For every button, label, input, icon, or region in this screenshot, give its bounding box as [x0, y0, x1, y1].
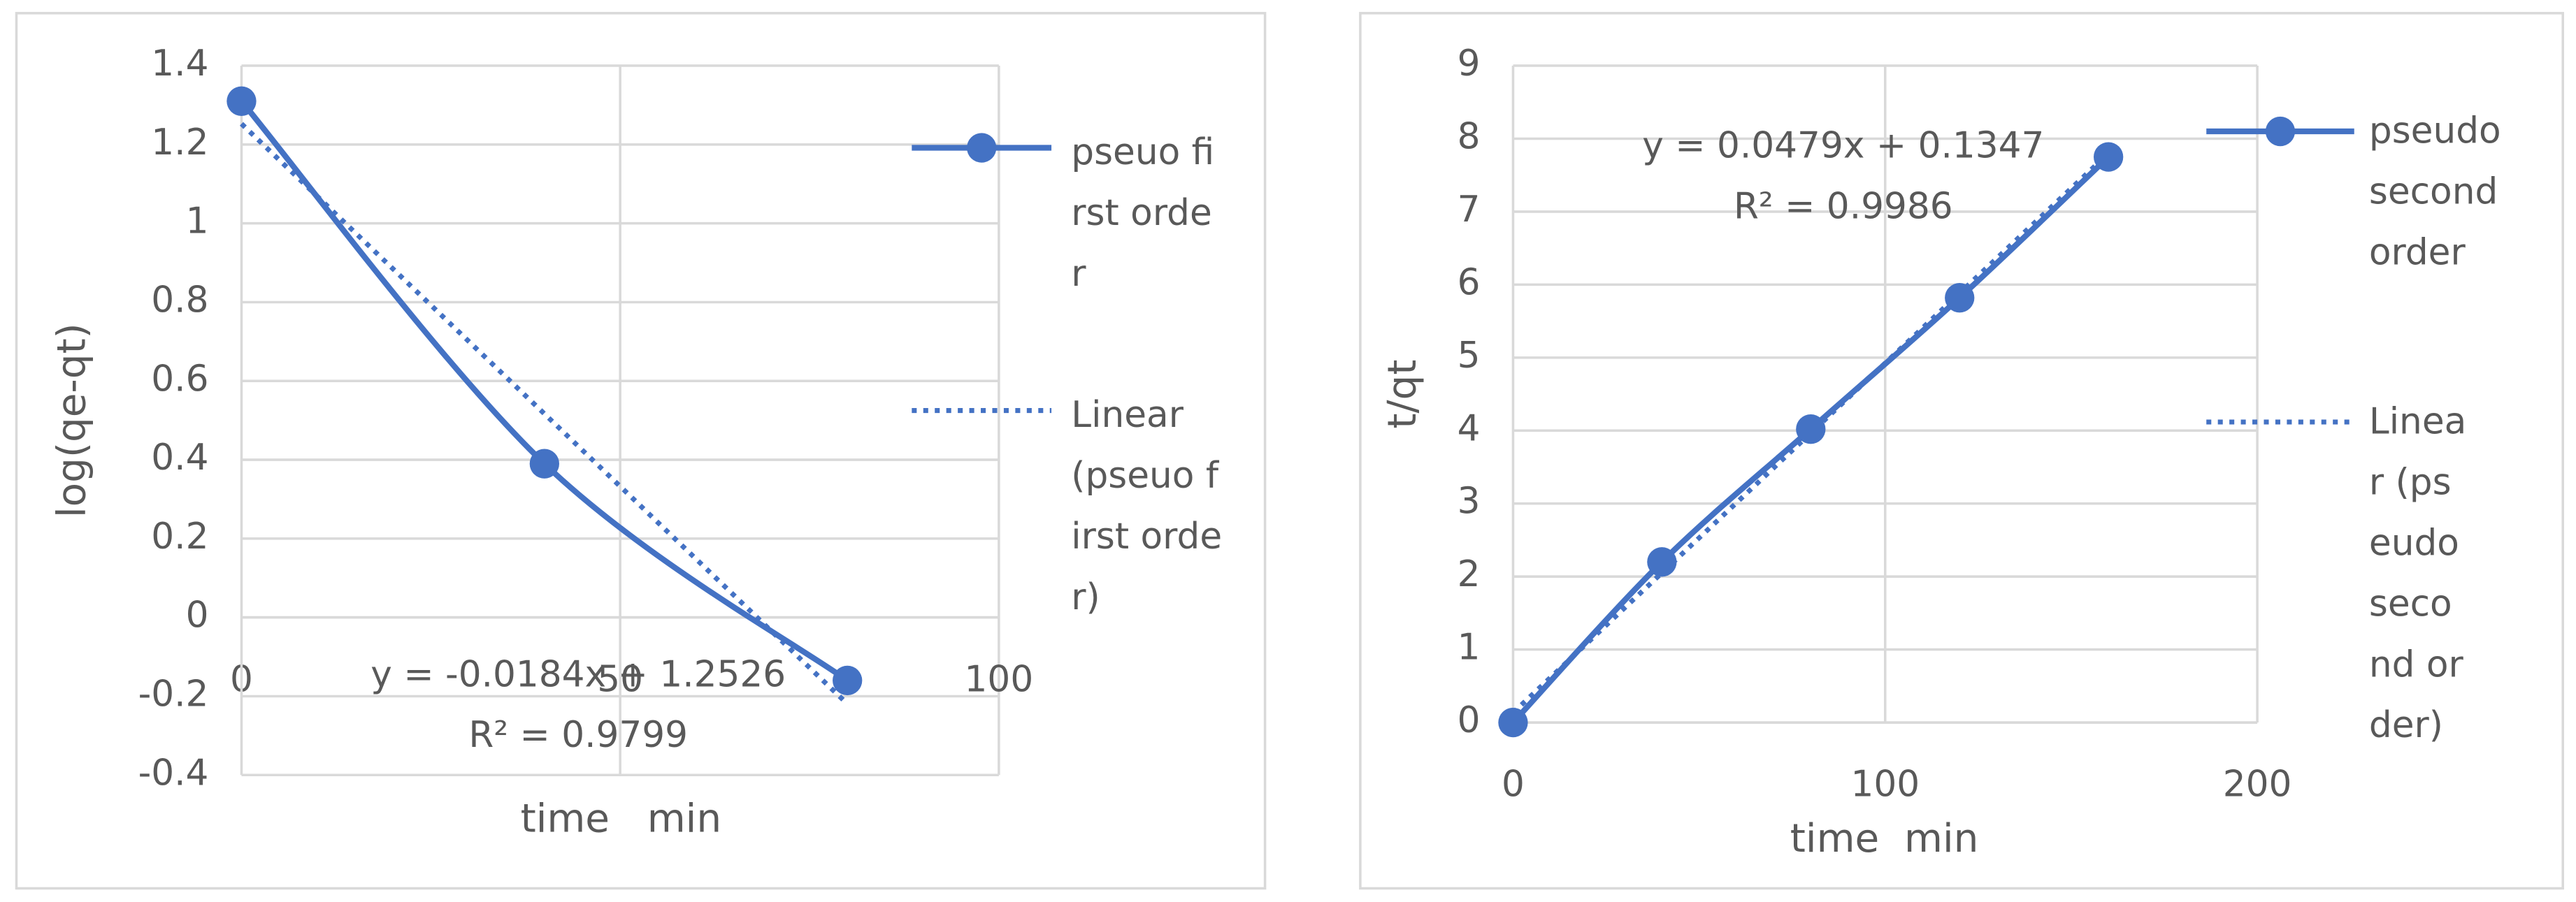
x-tick-label: 100 [1850, 764, 1920, 806]
y-tick-label: -0.2 [138, 673, 209, 715]
y-tick-label: 8 [1458, 115, 1481, 157]
legend-label-box: pseudo second order [2368, 111, 2501, 275]
y-tick-label: 0 [186, 595, 209, 637]
y-tick-label: 0.2 [151, 516, 208, 558]
marker [529, 449, 559, 479]
y-tick-label: 4 [1458, 407, 1481, 449]
y-tick-label: 1 [186, 201, 209, 242]
legend-label: pseuo first order [1071, 133, 1215, 296]
legend-marker [967, 133, 997, 163]
y-tick-label: 3 [1458, 481, 1481, 523]
marker [1498, 707, 1528, 738]
legend-label: Linear (pseudo second order) [2368, 402, 2467, 748]
trendline-r2: R² = 0.9799 [468, 714, 688, 756]
y-tick-label: 0 [1458, 699, 1481, 741]
legend-label-box: Linear (pseudo second order) [2368, 402, 2467, 748]
x-tick-label: 50 [597, 658, 643, 700]
trendline-equation: y = 0.0479x + 0.1347 [1642, 125, 2044, 167]
legend-label-box: Linear (pseuo first order) [1071, 395, 1223, 620]
x-axis-title: time min [1790, 816, 1979, 861]
marker [226, 86, 257, 116]
y-tick-label: 5 [1458, 335, 1481, 377]
y-tick-label: 1.2 [151, 122, 208, 163]
marker [833, 665, 863, 696]
y-tick-label: 1 [1458, 627, 1481, 669]
chart-frame [1359, 12, 2564, 890]
legend-marker [2265, 116, 2296, 147]
chart-frame [15, 12, 1267, 890]
marker [1796, 414, 1826, 444]
legend-label-box: pseuo first order [1071, 133, 1215, 296]
y-tick-label: -0.4 [138, 752, 209, 794]
marker [2094, 142, 2124, 172]
y-tick-label: 2 [1458, 553, 1481, 595]
y-axis-title: log(qe-qt) [49, 323, 94, 518]
marker [1647, 547, 1677, 577]
legend-label: pseudo second order [2368, 111, 2501, 275]
y-tick-label: 0.6 [151, 358, 208, 400]
y-tick-label: 0.8 [151, 279, 208, 321]
trendline-r2: R² = 0.9986 [1734, 186, 1953, 228]
x-tick-label: 200 [2223, 764, 2292, 806]
y-tick-label: 7 [1458, 189, 1481, 231]
trendline [240, 122, 849, 706]
x-axis-title: time min [521, 796, 722, 842]
trendline-equation: y = -0.0184x + 1.2526 [370, 653, 786, 695]
y-tick-label: 0.4 [151, 437, 208, 479]
trendline [1511, 151, 2110, 715]
y-axis-title: t/qt [1380, 360, 1425, 429]
legend-label: Linear (pseuo first order) [1071, 395, 1223, 620]
y-tick-label: 1.4 [151, 43, 208, 85]
marker [1945, 283, 1975, 313]
y-tick-label: 9 [1458, 43, 1481, 85]
y-tick-label: 6 [1458, 261, 1481, 303]
x-tick-label: 0 [1502, 764, 1525, 806]
x-tick-label: 100 [965, 658, 1034, 700]
